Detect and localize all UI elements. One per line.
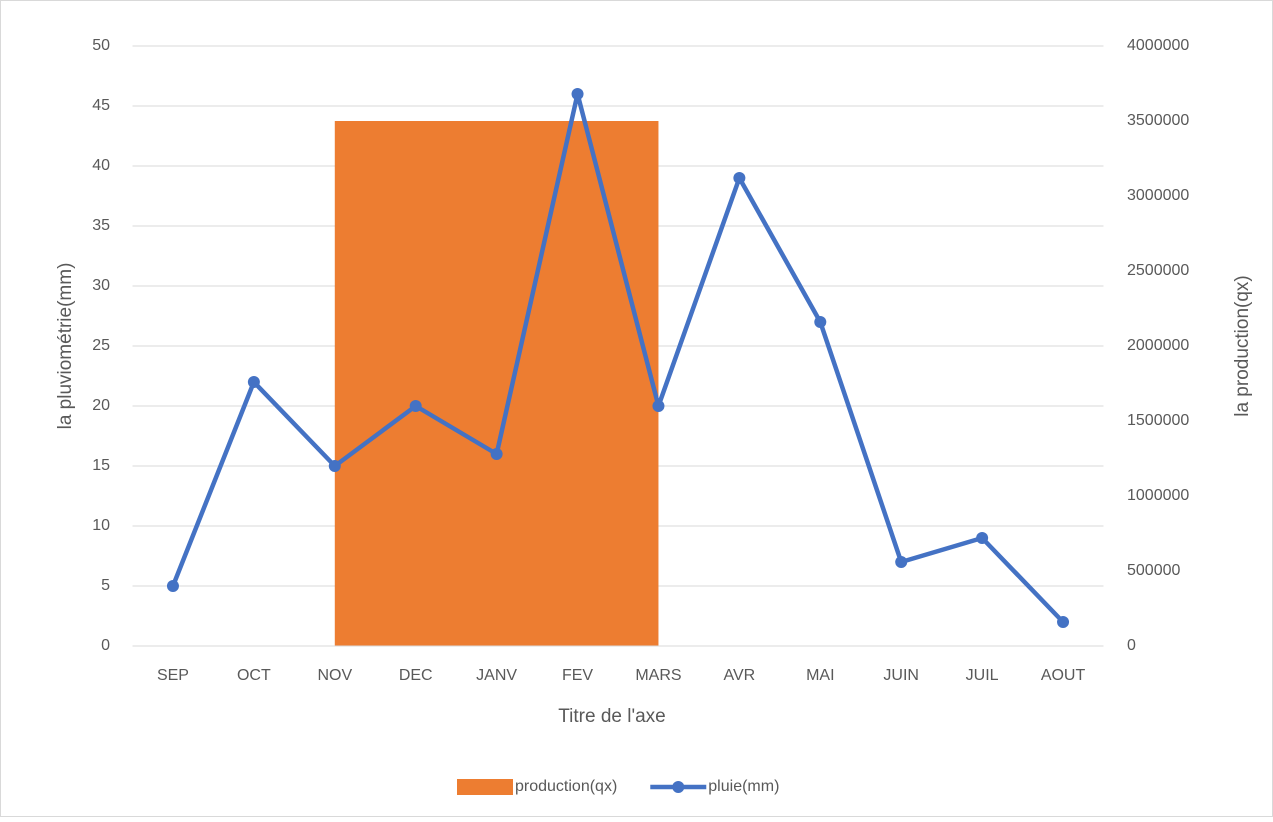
y-axis-title: la pluviométrie(mm) — [55, 263, 76, 430]
y2-tick-label: 4000000 — [1127, 37, 1189, 54]
x-tick-label: JANV — [476, 667, 517, 684]
x-tick-label: MARS — [635, 667, 681, 684]
marker — [1057, 616, 1070, 628]
marker — [328, 460, 341, 472]
y2-axis-title: la production(qx) — [1232, 275, 1253, 417]
y-tick-label: 50 — [92, 37, 110, 54]
x-tick-label: MAI — [806, 667, 834, 684]
marker — [652, 400, 665, 412]
y2-tick-label: 0 — [1127, 637, 1136, 654]
x-tick-label: SEP — [157, 667, 189, 684]
x-tick-label: AVR — [724, 667, 756, 684]
y-tick-label: 35 — [92, 217, 110, 234]
marker — [895, 556, 908, 568]
y2-tick-label: 500000 — [1127, 562, 1180, 579]
x-tick-label: JUIL — [966, 667, 999, 684]
legend-swatch — [672, 781, 685, 793]
marker — [814, 316, 827, 328]
legend-label: pluie(mm) — [708, 778, 779, 795]
line — [170, 91, 1065, 624]
legend-swatch — [457, 779, 513, 795]
x-tick-label: NOV — [317, 667, 352, 684]
legend-label: production(qx) — [515, 778, 617, 795]
marker — [571, 88, 584, 100]
y2-tick-label: 1500000 — [1127, 412, 1189, 429]
y-tick-label: 15 — [92, 457, 110, 474]
x-tick-label: OCT — [237, 667, 271, 684]
y-tick-label: 20 — [92, 397, 110, 414]
y2-tick-label: 3000000 — [1127, 187, 1189, 204]
y-tick-label: 10 — [92, 517, 110, 534]
marker — [976, 532, 989, 544]
bar — [334, 121, 659, 646]
y2-tick-label: 2500000 — [1127, 262, 1189, 279]
marker — [409, 400, 422, 412]
y-tick-label: 25 — [92, 337, 110, 354]
y-tick-label: 45 — [92, 97, 110, 114]
marker — [490, 448, 503, 460]
y2-tick-label: 1000000 — [1127, 487, 1189, 504]
marker — [733, 172, 746, 184]
x-tick-label: JUIN — [883, 667, 919, 684]
y-tick-label: 30 — [92, 277, 110, 294]
x-tick-label: DEC — [399, 667, 433, 684]
x-tick-label: AOUT — [1041, 667, 1086, 684]
y-tick-label: 0 — [101, 637, 110, 654]
y2-tick-label: 2000000 — [1127, 337, 1189, 354]
x-axis-title: Titre de l'axe — [558, 706, 665, 727]
marker — [166, 580, 179, 592]
y-tick-label: 40 — [92, 157, 110, 174]
marker — [247, 376, 260, 388]
y2-tick-label: 3500000 — [1127, 112, 1189, 129]
x-tick-label: FEV — [562, 667, 593, 684]
y-tick-label: 5 — [101, 577, 110, 594]
